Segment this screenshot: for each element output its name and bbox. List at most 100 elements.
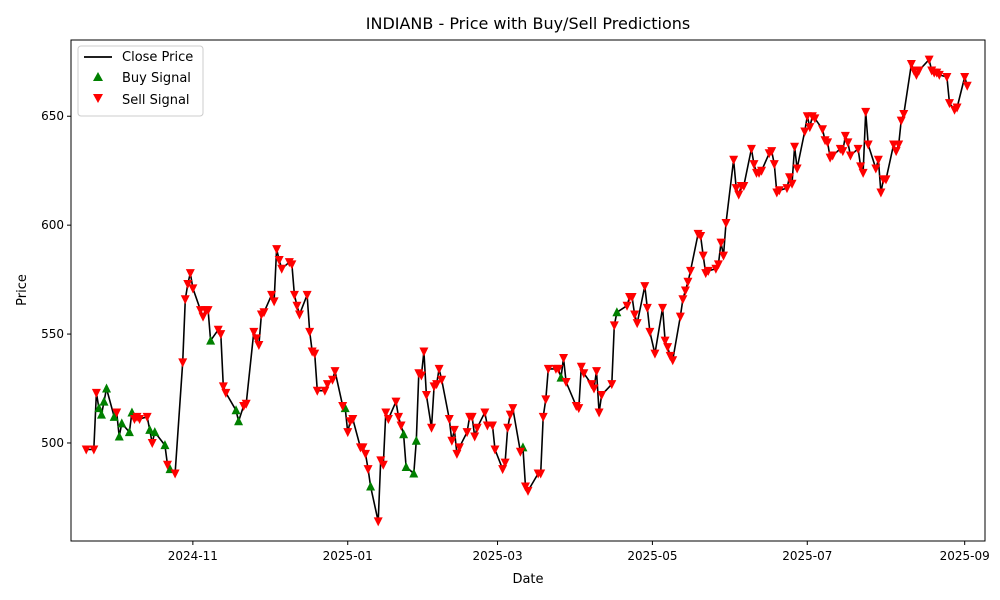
buy-signal-marker <box>234 416 244 426</box>
sell-signal-marker <box>553 364 563 374</box>
sell-signal-marker <box>934 70 944 80</box>
sell-signal-marker <box>914 66 924 76</box>
sell-signal-marker <box>330 367 340 377</box>
sell-signal-marker <box>470 432 480 442</box>
buy-signal-marker <box>612 307 622 317</box>
sell-signal-marker <box>427 423 437 433</box>
sell-signal-marker <box>444 415 454 425</box>
sell-signal-marker <box>800 127 810 137</box>
sell-signal-marker <box>718 251 728 261</box>
buy-signal-marker <box>94 403 104 413</box>
sell-signal-marker <box>592 367 602 377</box>
sell-signal-marker <box>576 362 586 372</box>
sell-signal-marker <box>523 486 533 496</box>
sell-signal-marker <box>310 349 320 359</box>
sell-signal-marker <box>180 295 190 305</box>
sell-signal-marker <box>597 391 607 401</box>
sell-signal-marker <box>658 303 668 313</box>
sell-signal-marker <box>203 306 213 316</box>
sell-signal-marker <box>505 410 515 420</box>
x-tick-label: 2025-07 <box>782 549 832 563</box>
sell-signal-marker <box>785 173 795 183</box>
sell-signal-marker <box>91 388 101 398</box>
sell-signal-marker <box>810 114 820 124</box>
sell-signal-marker <box>840 131 850 141</box>
sell-signal-marker <box>543 364 553 374</box>
sell-signal-marker <box>218 382 228 392</box>
sell-signal-marker <box>894 140 904 150</box>
legend-box <box>77 45 204 117</box>
sell-signal-marker <box>185 269 195 279</box>
sell-signal-marker <box>739 181 749 191</box>
sell-signal-marker <box>135 415 145 425</box>
buy-signal-marker <box>401 461 411 471</box>
sell-signal-marker <box>348 415 358 425</box>
sell-signal-marker <box>630 310 640 320</box>
sell-signal-marker <box>896 116 906 126</box>
sell-signal-marker <box>447 436 457 446</box>
sell-signal-marker <box>259 308 269 318</box>
buy-signal-marker <box>160 440 170 450</box>
sell-signal-marker <box>462 428 472 438</box>
sell-signal-marker <box>487 421 497 431</box>
buy-signal-marker <box>150 427 160 437</box>
sell-signal-marker <box>746 144 756 154</box>
buy-signal-marker <box>124 427 134 437</box>
sell-signal-marker <box>322 380 332 390</box>
sell-signal-marker <box>640 282 650 292</box>
sell-signal-marker <box>790 142 800 152</box>
sell-signal-marker <box>188 284 198 294</box>
sell-signal-marker <box>147 438 157 448</box>
plot-area <box>81 55 972 527</box>
sell-signal-marker <box>178 358 188 368</box>
sell-signal-marker <box>561 377 571 387</box>
sell-signal-marker <box>899 110 909 120</box>
sell-signal-marker <box>538 412 548 422</box>
sell-signal-marker <box>241 399 251 409</box>
sell-signal-marker <box>906 59 916 69</box>
sell-signal-marker <box>383 415 393 425</box>
legend-sell-label: Sell Signal <box>122 93 190 108</box>
sell-signal-marker <box>873 155 883 165</box>
sell-signal-marker <box>858 168 868 178</box>
legend-sell-marker <box>93 94 103 103</box>
buy-signal-marker <box>206 335 216 345</box>
sell-signal-marker <box>650 349 660 359</box>
buy-signal-marker <box>109 411 119 421</box>
sell-signal-marker <box>112 408 122 418</box>
sell-signal-marker <box>454 443 464 453</box>
sell-signal-marker <box>421 391 431 401</box>
sell-signal-marker <box>645 327 655 337</box>
sell-signal-marker <box>267 290 277 300</box>
sell-signal-marker <box>373 517 383 527</box>
sell-signal-marker <box>962 81 972 91</box>
sell-signal-marker <box>845 151 855 161</box>
x-tick-label: 2024-11 <box>168 549 218 563</box>
sell-signal-marker <box>305 327 315 337</box>
sell-signal-marker <box>274 256 284 266</box>
sell-signal-marker <box>81 445 91 455</box>
sell-signal-marker <box>312 386 322 396</box>
sell-signal-marker <box>627 293 637 303</box>
sell-signal-marker <box>170 469 180 479</box>
sell-signal-marker <box>944 99 954 109</box>
sell-signal-marker <box>721 218 731 228</box>
sell-signal-marker <box>876 188 886 198</box>
sell-signal-marker <box>891 147 901 157</box>
buy-signal-marker <box>99 396 109 406</box>
y-tick-label: 550 <box>41 327 64 341</box>
plot-frame <box>70 39 986 542</box>
sell-signal-marker <box>853 144 863 154</box>
sell-signal-marker <box>437 375 447 385</box>
sell-signal-marker <box>960 73 970 83</box>
sell-signal-marker <box>269 297 279 307</box>
sell-signal-marker <box>419 347 429 357</box>
sell-signal-marker <box>713 260 723 270</box>
buy-signal-marker <box>96 409 106 419</box>
sell-signal-marker <box>787 179 797 189</box>
chart-title: INDIANB - Price with Buy/Sell Prediction… <box>366 14 690 33</box>
y-axis: 500 550 600 650 <box>41 109 71 450</box>
sell-signal-marker <box>863 140 873 150</box>
sell-signal-marker <box>843 138 853 148</box>
